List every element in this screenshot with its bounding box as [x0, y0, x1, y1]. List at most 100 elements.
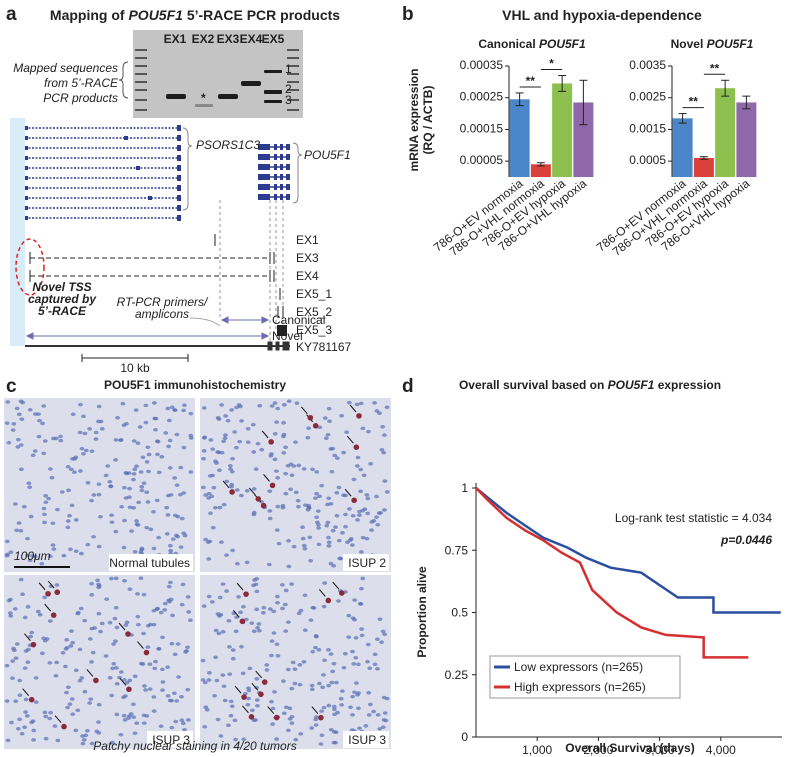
nucleus — [374, 409, 380, 413]
nucleus — [230, 656, 236, 661]
nucleus — [326, 540, 332, 545]
nucleus — [220, 673, 226, 677]
nucleus — [83, 448, 89, 453]
nucleus — [384, 696, 390, 701]
nucleus — [33, 700, 39, 704]
mapped-label: from 5’-RACE — [44, 76, 119, 90]
sig-label: * — [549, 57, 554, 71]
nucleus — [70, 712, 76, 717]
nucleus — [228, 467, 233, 471]
nucleus — [226, 723, 231, 728]
y-tick-label: 0 — [461, 730, 468, 744]
nucleus — [65, 464, 71, 469]
nucleus — [255, 625, 260, 630]
arrow — [86, 669, 94, 677]
arrow — [44, 603, 52, 612]
nucleus — [182, 727, 187, 732]
arrow — [119, 677, 127, 686]
nucleus — [203, 493, 209, 497]
nucleus — [233, 737, 238, 742]
nucleus — [272, 401, 278, 405]
nucleus — [275, 504, 281, 509]
nucleus — [264, 663, 270, 667]
error-bar — [678, 113, 687, 124]
nucleus — [141, 481, 147, 486]
exon — [274, 154, 277, 160]
nucleus — [355, 518, 360, 522]
nucleus — [298, 608, 304, 613]
nucleus — [112, 616, 118, 621]
nucleus — [279, 583, 285, 587]
nucleus — [274, 737, 279, 741]
nucleus — [183, 650, 189, 654]
nucleus — [27, 407, 33, 412]
nucleus — [173, 533, 179, 538]
nucleus — [269, 699, 274, 704]
nucleus — [8, 550, 14, 555]
panel-title-part: POU5F1 — [128, 7, 183, 23]
nucleus — [256, 628, 262, 633]
nucleus — [123, 471, 129, 475]
nucleus — [137, 425, 143, 429]
nucleus — [179, 718, 185, 723]
nucleus — [54, 583, 60, 587]
nucleus — [200, 658, 206, 663]
track-label: EX4 — [296, 269, 319, 283]
nucleus — [220, 582, 226, 586]
exon — [274, 144, 277, 150]
nucleus — [348, 537, 354, 541]
nucleus — [253, 467, 259, 471]
nucleus — [172, 476, 178, 480]
nucleus — [89, 449, 95, 454]
nucleus — [274, 469, 279, 473]
nucleus — [15, 437, 21, 442]
y-tick-label: 0.0035 — [629, 58, 666, 72]
nucleus — [64, 638, 70, 642]
nucleus — [127, 587, 133, 592]
exon — [258, 174, 270, 180]
nucleus — [14, 406, 20, 411]
nucleus — [96, 482, 102, 486]
nucleus — [17, 693, 23, 697]
nucleus — [281, 679, 286, 683]
nucleus — [301, 660, 307, 664]
nucleus — [313, 496, 318, 500]
nucleus — [147, 662, 153, 666]
stained-nucleus — [125, 631, 131, 637]
nucleus — [120, 401, 126, 406]
nucleus — [331, 704, 337, 709]
nucleus — [127, 486, 132, 491]
nucleus — [87, 701, 93, 705]
arrow — [332, 581, 340, 590]
nucleus — [317, 494, 322, 499]
nucleus — [185, 595, 191, 599]
nucleus — [85, 542, 91, 547]
nucleus — [110, 666, 116, 671]
nucleus — [15, 726, 21, 731]
tss-ellipse — [15, 238, 45, 296]
nucleus — [109, 520, 115, 525]
nucleus — [371, 709, 377, 714]
exon — [25, 166, 28, 170]
nucleus — [89, 660, 94, 664]
nucleus — [275, 406, 281, 411]
stained-nucleus — [241, 694, 247, 700]
band-label: 3 — [285, 93, 292, 107]
nucleus — [144, 460, 150, 464]
nucleus — [328, 652, 334, 656]
nucleus — [75, 610, 81, 615]
nucleus — [64, 690, 69, 695]
nucleus — [78, 606, 84, 611]
nucleus — [99, 427, 105, 431]
nucleus — [68, 644, 74, 648]
nucleus — [167, 543, 173, 548]
nucleus — [41, 451, 47, 456]
nucleus — [82, 618, 88, 623]
nucleus — [18, 443, 24, 447]
nucleus — [173, 719, 179, 724]
nucleus — [131, 472, 137, 476]
nucleus — [350, 649, 355, 654]
sig-label: ** — [526, 74, 536, 88]
nucleus — [365, 659, 370, 664]
nucleus — [11, 648, 17, 653]
